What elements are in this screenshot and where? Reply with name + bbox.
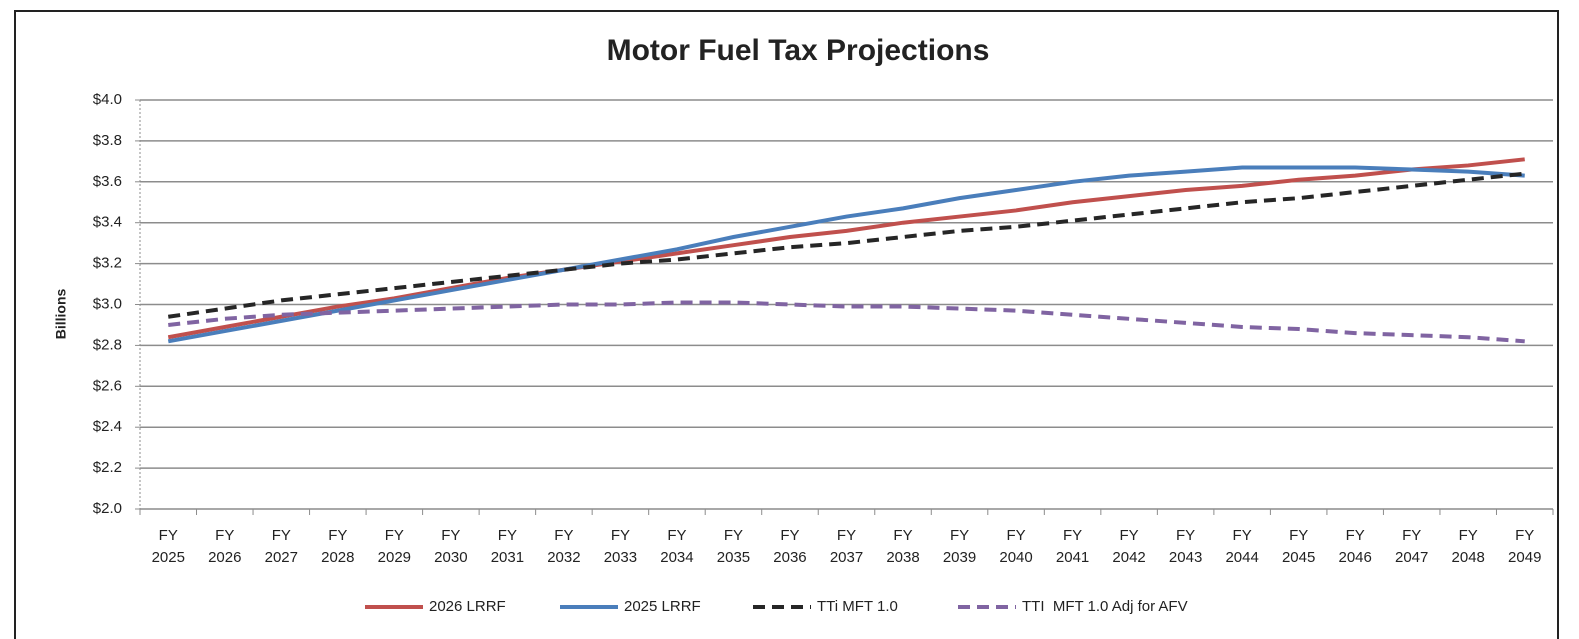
x-tick-label: FY 2048 bbox=[1451, 527, 1485, 566]
chart-frame bbox=[14, 10, 1559, 639]
chart-title: Motor Fuel Tax Projections bbox=[607, 34, 990, 67]
x-tick-label: FY 2034 bbox=[660, 527, 694, 566]
x-tick-label: FY 2044 bbox=[1225, 527, 1259, 566]
x-tick-label: FY 2046 bbox=[1338, 527, 1372, 566]
y-tick-label: $3.4 bbox=[93, 214, 122, 231]
legend-label: 2026 LRRF bbox=[429, 598, 506, 615]
x-tick-label: FY 2028 bbox=[321, 527, 355, 566]
series-line bbox=[167, 165, 1525, 344]
x-tick-label: FY 2039 bbox=[942, 527, 977, 566]
y-tick-label: $3.8 bbox=[93, 132, 122, 149]
legend-label: 2025 LRRF bbox=[624, 598, 701, 615]
x-tick-label: FY 2040 bbox=[999, 527, 1033, 566]
x-tick-label: FY 2029 bbox=[377, 527, 412, 566]
x-tick-label: FY 2032 bbox=[547, 527, 581, 566]
y-tick-label: $2.0 bbox=[93, 500, 122, 517]
x-tick-label: FY 2049 bbox=[1508, 527, 1542, 566]
x-tick-label: FY 2035 bbox=[716, 527, 751, 566]
y-tick-label: $3.6 bbox=[93, 173, 122, 190]
y-tick-label: $2.2 bbox=[93, 459, 122, 476]
y-tick-label: $2.6 bbox=[93, 377, 122, 394]
x-tick-label: FY 2031 bbox=[490, 527, 525, 566]
series-line bbox=[168, 300, 1525, 344]
y-tick-label: $2.8 bbox=[93, 336, 122, 353]
series-line bbox=[167, 157, 1525, 340]
legend-label: TTi MFT 1.0 bbox=[817, 598, 898, 615]
y-tick-label: $2.4 bbox=[93, 418, 122, 435]
y-axis-label: Billions bbox=[53, 289, 69, 340]
x-tick-label: FY 2038 bbox=[886, 527, 920, 566]
x-tick-label: FY 2030 bbox=[434, 527, 468, 566]
y-tick-label: $3.2 bbox=[93, 255, 122, 272]
x-tick-label: FY 2041 bbox=[1055, 527, 1090, 566]
x-tick-label: FY 2043 bbox=[1168, 527, 1203, 566]
x-tick-label: FY 2033 bbox=[603, 527, 638, 566]
y-tick-label: $3.0 bbox=[93, 295, 122, 312]
x-tick-label: FY 2036 bbox=[773, 527, 807, 566]
x-tick-label: FY 2047 bbox=[1395, 527, 1429, 566]
legend-label: TTI MFT 1.0 Adj for AFV bbox=[1022, 598, 1188, 615]
x-tick-label: FY 2045 bbox=[1281, 527, 1316, 566]
x-tick-label: FY 2042 bbox=[1112, 527, 1146, 566]
x-tick-label: FY 2037 bbox=[829, 527, 864, 566]
x-tick-label: FY 2027 bbox=[264, 527, 298, 566]
x-tick-label: FY 2026 bbox=[208, 527, 242, 566]
x-tick-label: FY 2025 bbox=[151, 527, 185, 566]
y-tick-label: $4.0 bbox=[93, 91, 122, 108]
